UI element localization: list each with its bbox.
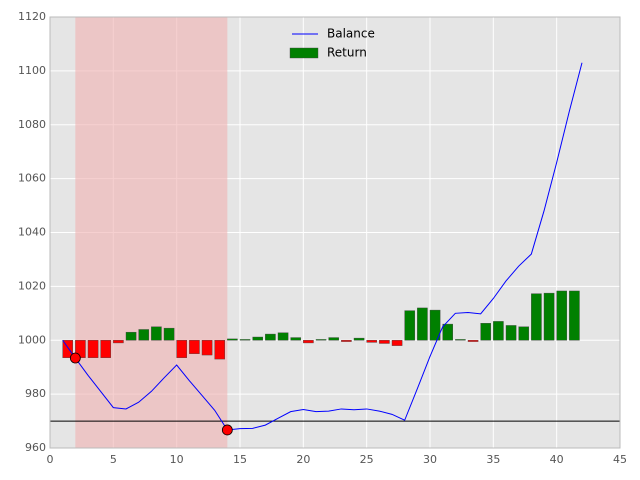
y-tick-label: 1120 xyxy=(18,10,46,23)
y-tick-label: 980 xyxy=(25,387,46,400)
highlight-span xyxy=(75,17,228,448)
y-tick-label: 1060 xyxy=(18,172,46,185)
bar xyxy=(100,340,111,358)
axes-frame xyxy=(49,16,621,449)
bar xyxy=(252,336,264,341)
bar xyxy=(543,292,555,341)
bar xyxy=(569,290,580,341)
bar xyxy=(391,340,403,346)
x-tick-label: 10 xyxy=(170,453,184,466)
legend-label: Return xyxy=(327,46,367,60)
x-tick-label: 0 xyxy=(47,453,54,466)
bar xyxy=(404,310,415,341)
bar xyxy=(201,340,213,356)
bar xyxy=(315,339,327,341)
marker xyxy=(69,352,81,364)
bar xyxy=(189,340,200,354)
bar xyxy=(467,340,479,342)
bar xyxy=(328,337,339,341)
bar xyxy=(138,329,150,341)
x-tick-label: 40 xyxy=(550,453,564,466)
y-tick-label: 1080 xyxy=(18,118,46,131)
bar xyxy=(163,327,175,341)
bar xyxy=(113,340,124,344)
bar xyxy=(505,325,517,341)
legend-label: Balance xyxy=(327,27,375,41)
bar xyxy=(125,331,137,341)
bar xyxy=(353,337,365,341)
bar xyxy=(480,323,491,341)
bar xyxy=(531,293,542,341)
bar xyxy=(265,333,276,341)
bar xyxy=(429,309,441,341)
x-tick-label: 15 xyxy=(233,453,247,466)
x-tick-label: 30 xyxy=(423,453,437,466)
x-tick-label: 20 xyxy=(296,453,310,466)
bar xyxy=(227,338,238,341)
bar xyxy=(176,340,188,358)
y-tick-label: 1020 xyxy=(18,279,46,292)
y-tick-label: 960 xyxy=(25,441,46,454)
bar xyxy=(366,340,377,343)
bar xyxy=(341,340,352,342)
marker xyxy=(221,424,233,436)
bar xyxy=(417,307,428,341)
bar xyxy=(518,326,530,341)
bar xyxy=(303,340,314,344)
bar xyxy=(62,340,74,358)
y-tick-label: 1100 xyxy=(18,64,46,77)
bar xyxy=(239,339,251,341)
x-tick-label: 35 xyxy=(486,453,500,466)
bar xyxy=(556,290,568,341)
y-tick-label: 1040 xyxy=(18,226,46,239)
bar xyxy=(290,337,301,341)
x-tick-label: 5 xyxy=(110,453,117,466)
bar xyxy=(151,326,162,341)
bar xyxy=(214,340,226,360)
y-tick-label: 1000 xyxy=(18,333,46,346)
bar xyxy=(455,339,466,341)
x-tick-label: 45 xyxy=(613,453,627,466)
bar xyxy=(379,340,390,344)
x-tick-label: 25 xyxy=(360,453,374,466)
bar xyxy=(442,323,453,341)
line xyxy=(62,62,583,431)
bar xyxy=(277,332,289,341)
legend-swatch xyxy=(289,47,319,59)
bar xyxy=(87,340,99,358)
bar xyxy=(493,321,504,341)
